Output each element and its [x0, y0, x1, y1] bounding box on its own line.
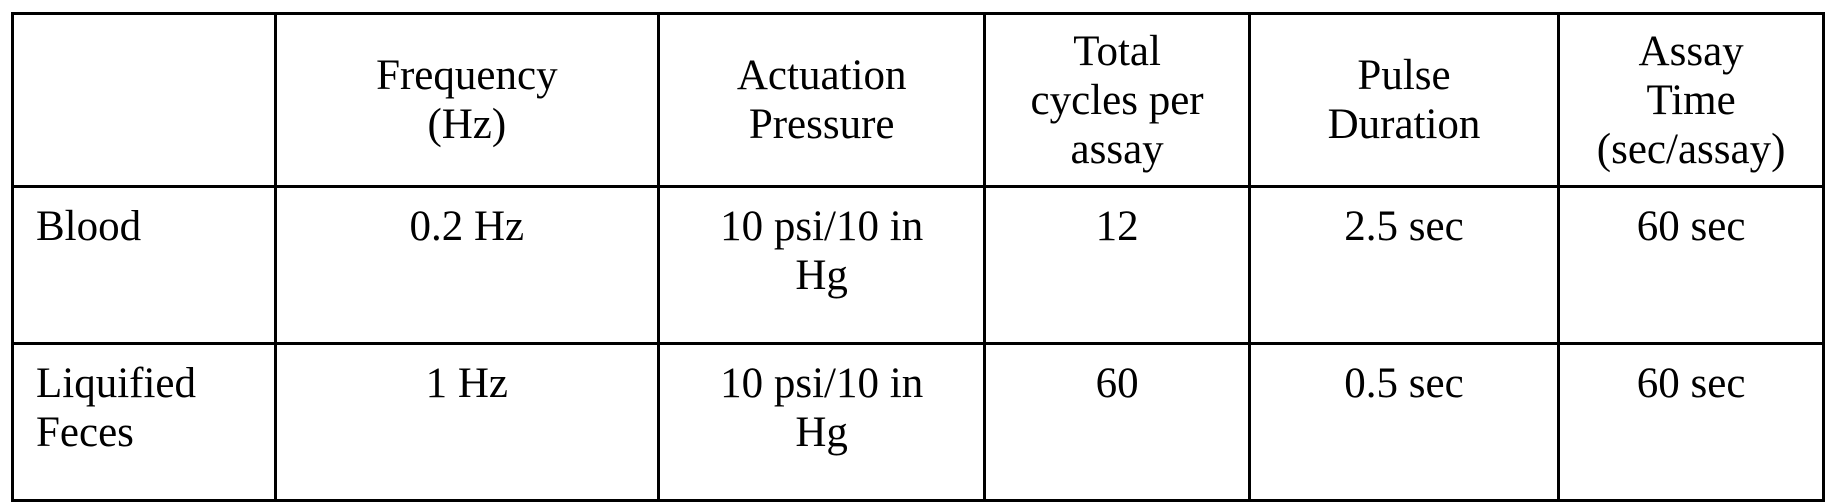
header-text: Total — [986, 27, 1247, 76]
actuation-pressure-cell: 10 psi/10 in Hg — [658, 187, 984, 344]
cell-text: 60 sec — [1560, 202, 1822, 251]
header-text: assay — [986, 125, 1247, 174]
row-label: Liquified — [36, 359, 274, 408]
table-row-blood: Blood 0.2 Hz 10 psi/10 in Hg 12 2.5 sec … — [13, 187, 1824, 344]
header-text: Actuation — [660, 51, 983, 100]
assay-time-cell: 60 sec — [1559, 344, 1824, 501]
header-text: (Hz) — [277, 100, 657, 149]
header-cell-frequency: Frequency (Hz) — [275, 14, 658, 187]
total-cycles-cell: 12 — [985, 187, 1249, 344]
pulse-duration-cell: 2.5 sec — [1249, 187, 1558, 344]
header-cell-empty — [13, 14, 276, 187]
cell-text: 10 psi/10 in — [660, 359, 983, 408]
total-cycles-cell: 60 — [985, 344, 1249, 501]
header-text: cycles per — [986, 76, 1247, 125]
pulse-duration-cell: 0.5 sec — [1249, 344, 1558, 501]
header-text: Pressure — [660, 100, 983, 149]
cell-text: Hg — [660, 408, 983, 457]
row-label: Blood — [36, 202, 274, 251]
row-label-cell: Liquified Feces — [13, 344, 276, 501]
cell-text: 12 — [986, 202, 1247, 251]
cell-text: 0.5 sec — [1251, 359, 1557, 408]
actuation-pressure-cell: 10 psi/10 in Hg — [658, 344, 984, 501]
assay-parameters-table: Frequency (Hz) Actuation Pressure Total … — [11, 12, 1825, 502]
row-label-cell: Blood — [13, 187, 276, 344]
frequency-cell: 0.2 Hz — [275, 187, 658, 344]
header-text: Duration — [1251, 100, 1557, 149]
header-cell-assay-time: Assay Time (sec/assay) — [1559, 14, 1824, 187]
header-text: Frequency — [277, 51, 657, 100]
header-row: Frequency (Hz) Actuation Pressure Total … — [13, 14, 1824, 187]
cell-text: 60 — [986, 359, 1247, 408]
cell-text: 0.2 Hz — [277, 202, 657, 251]
header-text: Time — [1560, 76, 1822, 125]
header-cell-pulse-duration: Pulse Duration — [1249, 14, 1558, 187]
table-row-liquified-feces: Liquified Feces 1 Hz 10 psi/10 in Hg 60 … — [13, 344, 1824, 501]
cell-text: Hg — [660, 251, 983, 300]
header-cell-actuation-pressure: Actuation Pressure — [658, 14, 984, 187]
cell-text: 1 Hz — [277, 359, 657, 408]
row-label: Feces — [36, 408, 274, 457]
header-text: Assay — [1560, 27, 1822, 76]
cell-text: 2.5 sec — [1251, 202, 1557, 251]
cell-text: 60 sec — [1560, 359, 1822, 408]
header-text: Pulse — [1251, 51, 1557, 100]
header-text: (sec/assay) — [1560, 125, 1822, 174]
cell-text: 10 psi/10 in — [660, 202, 983, 251]
frequency-cell: 1 Hz — [275, 344, 658, 501]
assay-time-cell: 60 sec — [1559, 187, 1824, 344]
header-cell-total-cycles: Total cycles per assay — [985, 14, 1249, 187]
